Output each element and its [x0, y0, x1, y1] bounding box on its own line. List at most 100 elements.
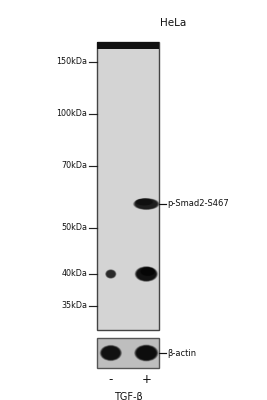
Ellipse shape [145, 270, 150, 273]
Ellipse shape [143, 269, 152, 274]
Ellipse shape [142, 271, 151, 277]
Ellipse shape [105, 270, 116, 278]
Ellipse shape [143, 350, 150, 356]
Ellipse shape [109, 272, 113, 276]
Ellipse shape [141, 350, 151, 356]
Ellipse shape [142, 201, 146, 203]
Ellipse shape [142, 202, 151, 206]
Ellipse shape [139, 200, 149, 204]
Ellipse shape [145, 203, 148, 205]
Ellipse shape [140, 200, 148, 204]
Ellipse shape [137, 199, 151, 205]
Ellipse shape [106, 350, 115, 356]
Ellipse shape [140, 267, 156, 276]
Ellipse shape [136, 267, 156, 281]
Ellipse shape [135, 266, 158, 282]
Ellipse shape [141, 271, 151, 277]
Ellipse shape [138, 348, 154, 358]
Ellipse shape [110, 273, 112, 275]
Ellipse shape [141, 270, 152, 278]
Ellipse shape [143, 272, 150, 276]
Ellipse shape [140, 267, 155, 276]
Ellipse shape [105, 349, 116, 357]
Ellipse shape [140, 270, 152, 278]
Ellipse shape [143, 202, 150, 206]
Ellipse shape [106, 270, 116, 278]
Ellipse shape [105, 269, 117, 279]
Ellipse shape [145, 270, 151, 273]
Ellipse shape [146, 352, 147, 354]
Ellipse shape [133, 198, 160, 210]
Ellipse shape [147, 271, 148, 272]
Text: -: - [109, 373, 113, 386]
Ellipse shape [109, 352, 112, 354]
Ellipse shape [138, 347, 155, 359]
Ellipse shape [143, 351, 149, 355]
Ellipse shape [139, 269, 154, 279]
Ellipse shape [136, 267, 157, 281]
Ellipse shape [136, 346, 156, 360]
Ellipse shape [144, 272, 149, 276]
Ellipse shape [141, 202, 152, 206]
Ellipse shape [135, 266, 158, 282]
Ellipse shape [144, 203, 148, 205]
Ellipse shape [142, 268, 153, 275]
Ellipse shape [134, 198, 158, 210]
Ellipse shape [135, 198, 153, 206]
Text: β-actin: β-actin [167, 348, 196, 358]
Ellipse shape [109, 273, 112, 275]
Ellipse shape [144, 352, 148, 354]
Text: TGF-β: TGF-β [114, 392, 143, 400]
Bar [97, 42, 159, 49]
Text: 40kDa: 40kDa [61, 270, 87, 278]
Ellipse shape [105, 349, 117, 357]
Ellipse shape [103, 347, 119, 359]
Ellipse shape [145, 273, 148, 275]
Ellipse shape [146, 270, 150, 273]
Ellipse shape [138, 200, 155, 208]
Ellipse shape [135, 199, 158, 209]
Ellipse shape [134, 198, 159, 210]
Ellipse shape [143, 203, 149, 205]
Text: 50kDa: 50kDa [61, 224, 87, 232]
Ellipse shape [139, 348, 154, 358]
Text: p-Smad2-S467: p-Smad2-S467 [167, 200, 229, 208]
Ellipse shape [138, 200, 151, 204]
Ellipse shape [107, 271, 115, 277]
Ellipse shape [109, 352, 113, 354]
Ellipse shape [143, 269, 152, 274]
Ellipse shape [104, 348, 118, 358]
Ellipse shape [106, 270, 115, 278]
Ellipse shape [138, 268, 154, 280]
Ellipse shape [135, 345, 157, 361]
Ellipse shape [101, 346, 121, 360]
Ellipse shape [139, 269, 153, 279]
Ellipse shape [146, 271, 149, 272]
Ellipse shape [136, 200, 156, 208]
Text: 70kDa: 70kDa [61, 162, 87, 170]
Text: HeLa: HeLa [160, 18, 186, 28]
Ellipse shape [107, 271, 114, 277]
Ellipse shape [140, 201, 153, 207]
Ellipse shape [100, 345, 122, 361]
Ellipse shape [135, 345, 158, 361]
Ellipse shape [142, 350, 151, 356]
Ellipse shape [140, 200, 148, 204]
Ellipse shape [108, 350, 114, 356]
Ellipse shape [108, 272, 113, 276]
Ellipse shape [138, 268, 155, 280]
Ellipse shape [137, 200, 156, 208]
Ellipse shape [137, 268, 156, 280]
Ellipse shape [138, 200, 150, 204]
Text: 150kDa: 150kDa [56, 58, 87, 66]
Ellipse shape [136, 199, 157, 209]
Ellipse shape [102, 347, 119, 359]
Ellipse shape [101, 346, 120, 360]
Ellipse shape [107, 350, 115, 356]
Ellipse shape [134, 344, 159, 362]
Ellipse shape [139, 200, 154, 208]
Ellipse shape [136, 199, 152, 205]
Ellipse shape [109, 272, 113, 276]
Text: +: + [142, 373, 151, 386]
Ellipse shape [139, 201, 154, 207]
